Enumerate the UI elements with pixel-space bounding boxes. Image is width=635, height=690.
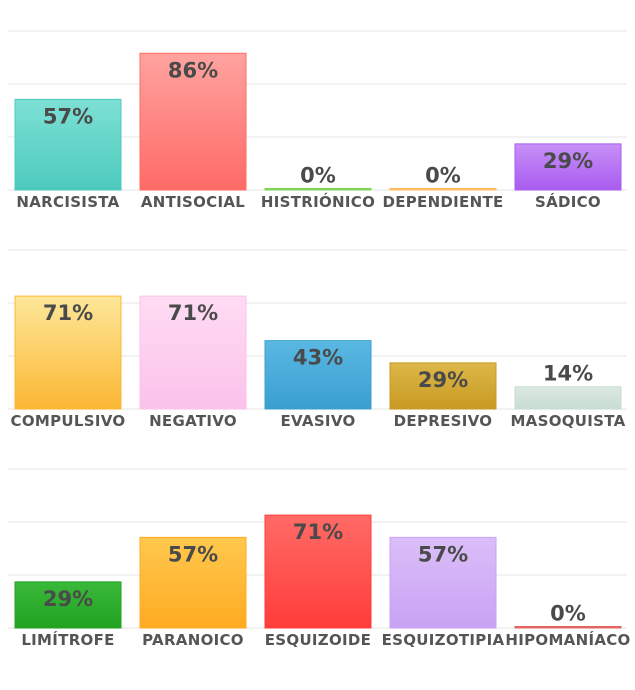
value-label: 43% (293, 346, 343, 370)
category-label: EVASIVO (280, 412, 355, 430)
bar-hipomaníaco (514, 626, 622, 629)
category-label: PARANOICO (142, 631, 244, 649)
bar-paranoico (139, 536, 247, 629)
value-label: 57% (43, 104, 93, 128)
category-label: SÁDICO (535, 192, 601, 211)
value-label: 57% (168, 542, 218, 566)
value-label: 57% (418, 542, 468, 566)
value-label: 0% (550, 602, 586, 626)
bar-limítrofe (14, 581, 122, 629)
value-label: 71% (43, 301, 93, 325)
bar-compulsivo (14, 295, 122, 410)
bar-negativo (139, 295, 247, 410)
category-label: NEGATIVO (149, 412, 237, 430)
category-label: DEPENDIENTE (382, 193, 503, 211)
value-label: 71% (293, 520, 343, 544)
category-label: NARCISISTA (16, 193, 119, 211)
value-label: 29% (418, 368, 468, 392)
category-label: ANTISOCIAL (141, 193, 245, 211)
category-label: COMPULSIVO (11, 412, 126, 430)
bar-sádico (514, 143, 622, 191)
category-label: HIPOMANÍACO (505, 630, 630, 649)
category-label: LIMÍTROFE (21, 630, 114, 649)
chart-panel-1: 57% NARCISISTA 86% ANTISOCIAL 0% HISTRIÓNICO 0… (8, 30, 627, 211)
value-label: 29% (543, 149, 593, 173)
chart-panel-2: 71% COMPULSIVO 71% NEGATIVO 43% EVASIVO 29% DEP… (8, 249, 627, 430)
category-label: ESQUIZOIDE (265, 631, 371, 649)
bar-dependiente (389, 188, 497, 191)
bar-histriónico (264, 188, 372, 191)
value-label: 86% (168, 58, 218, 82)
chart-panel-3: 29% LIMÍTROFE 57% PARANOICO 71% ESQUIZOIDE 57%… (8, 468, 630, 649)
bar-antisocial (139, 52, 247, 191)
value-label: 14% (543, 362, 593, 386)
bar-narcisista (14, 98, 122, 191)
value-label: 71% (168, 301, 218, 325)
value-label: 0% (425, 164, 461, 188)
bar-depresivo (389, 362, 497, 410)
value-label: 0% (300, 164, 336, 188)
category-label: MASOQUISTA (510, 412, 625, 430)
bar-esquizotipia (389, 536, 497, 629)
category-label: DEPRESIVO (394, 412, 493, 430)
category-label: HISTRIÓNICO (261, 192, 375, 211)
bar-esquizoide (264, 514, 372, 629)
category-label: ESQUIZOTIPIA (382, 631, 505, 649)
bar-evasivo (264, 340, 372, 410)
bar-masoquista (514, 386, 622, 410)
value-label: 29% (43, 587, 93, 611)
